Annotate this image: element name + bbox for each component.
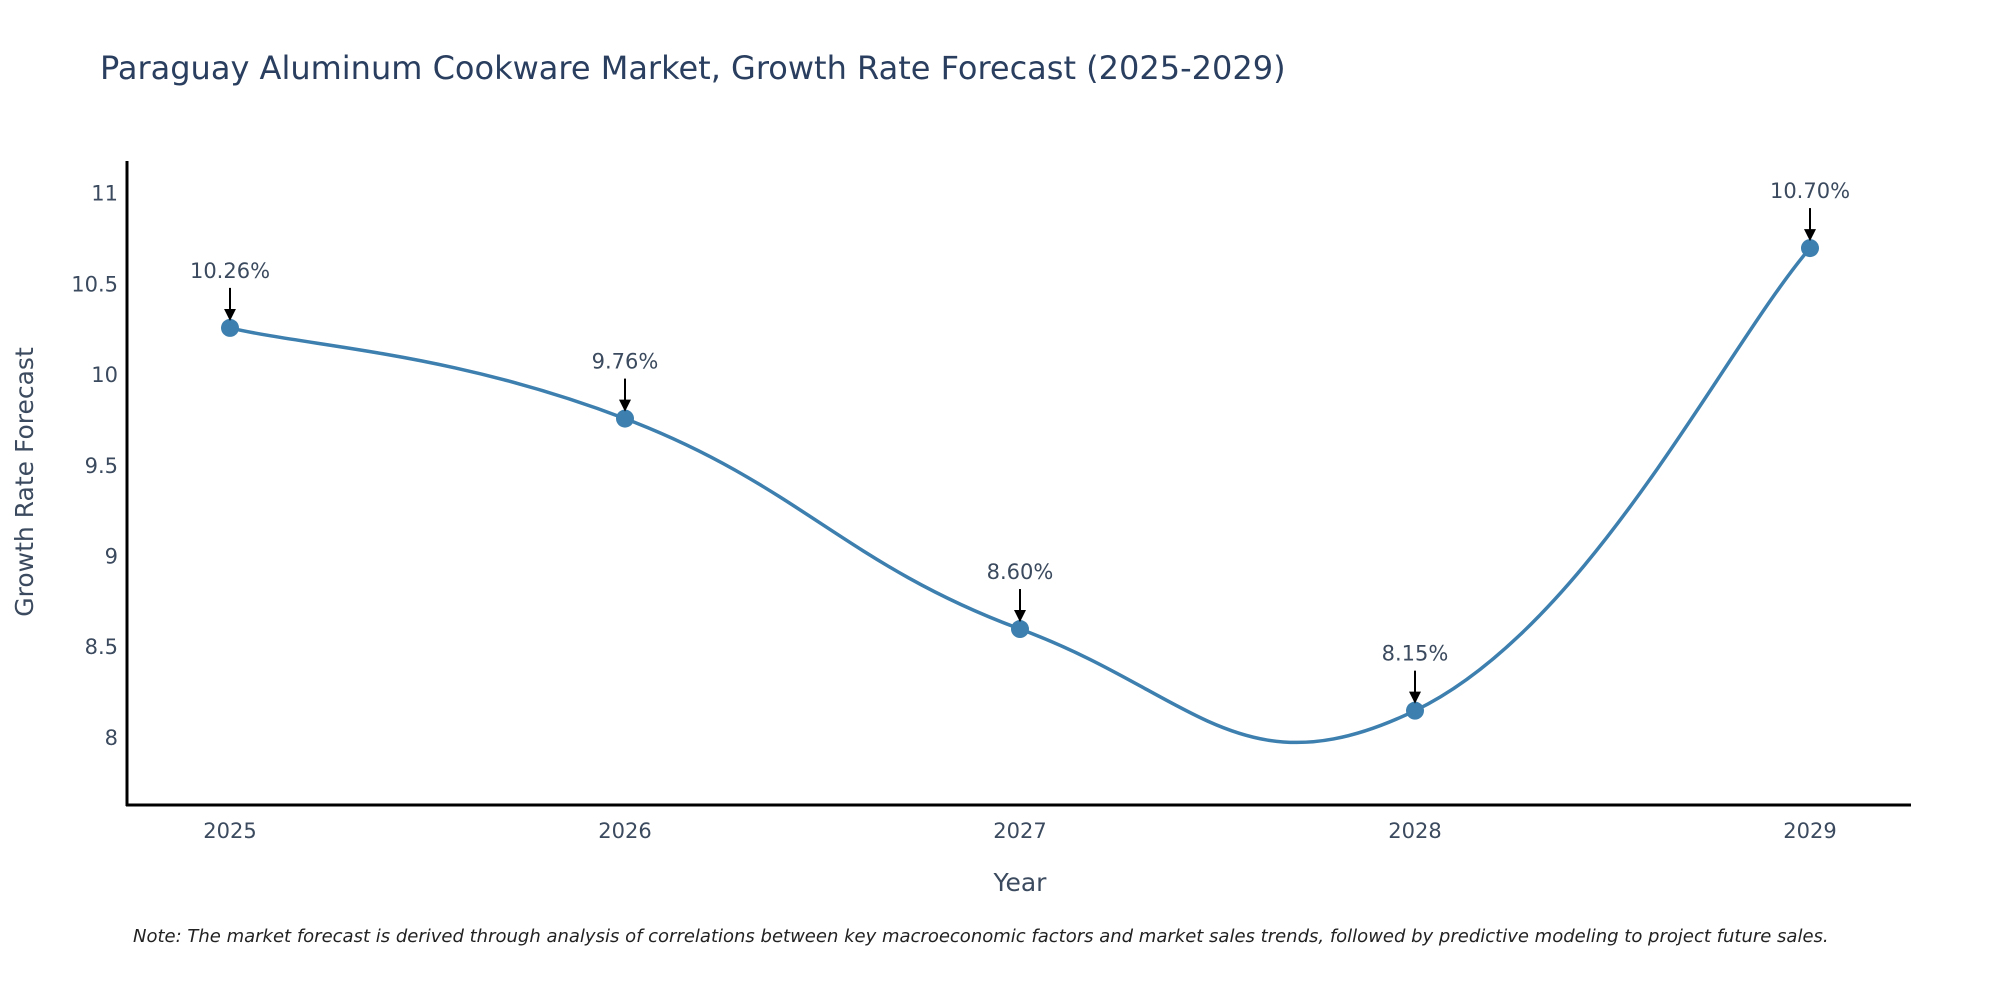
footnote: Note: The market forecast is derived thr…: [133, 926, 1829, 947]
data-label-2029: 10.70%: [1770, 179, 1850, 203]
data-point-2029: [1801, 239, 1819, 258]
x-axis-title: Year: [993, 868, 1048, 897]
y-axis-title: Growth Rate Forecast: [10, 347, 39, 617]
y-tick-label: 10.5: [71, 272, 118, 296]
data-point-2026: [616, 409, 634, 428]
x-axis-ticks: 2025 2026 2027 2028 2029: [203, 819, 1836, 843]
y-tick-label: 9.5: [85, 454, 118, 478]
data-label-2027: 8.60%: [987, 560, 1054, 584]
y-tick-label: 8: [105, 726, 118, 750]
series-markers: [221, 239, 1819, 720]
y-tick-label: 9: [105, 544, 118, 568]
data-point-2028: [1406, 701, 1424, 720]
x-tick-label: 2026: [598, 819, 651, 843]
y-tick-label: 10: [91, 363, 118, 387]
x-tick-label: 2025: [203, 819, 256, 843]
data-labels: 10.26% 9.76% 8.60% 8.15% 10.70%: [190, 179, 1850, 704]
x-tick-label: 2027: [993, 819, 1046, 843]
data-label-2025: 10.26%: [190, 259, 270, 283]
data-point-2025: [221, 318, 239, 337]
x-tick-label: 2029: [1783, 819, 1836, 843]
data-label-2028: 8.15%: [1382, 642, 1449, 666]
x-tick-label: 2028: [1388, 819, 1441, 843]
y-tick-label: 8.5: [85, 635, 118, 659]
y-tick-label: 11: [91, 182, 118, 206]
data-point-2027: [1011, 620, 1029, 639]
y-axis-ticks: 8 8.5 9 9.5 10 10.5 11: [71, 182, 118, 750]
chart-title: Paraguay Aluminum Cookware Market, Growt…: [100, 49, 1286, 87]
data-label-2026: 9.76%: [592, 350, 659, 374]
series-line: [229, 246, 1812, 745]
